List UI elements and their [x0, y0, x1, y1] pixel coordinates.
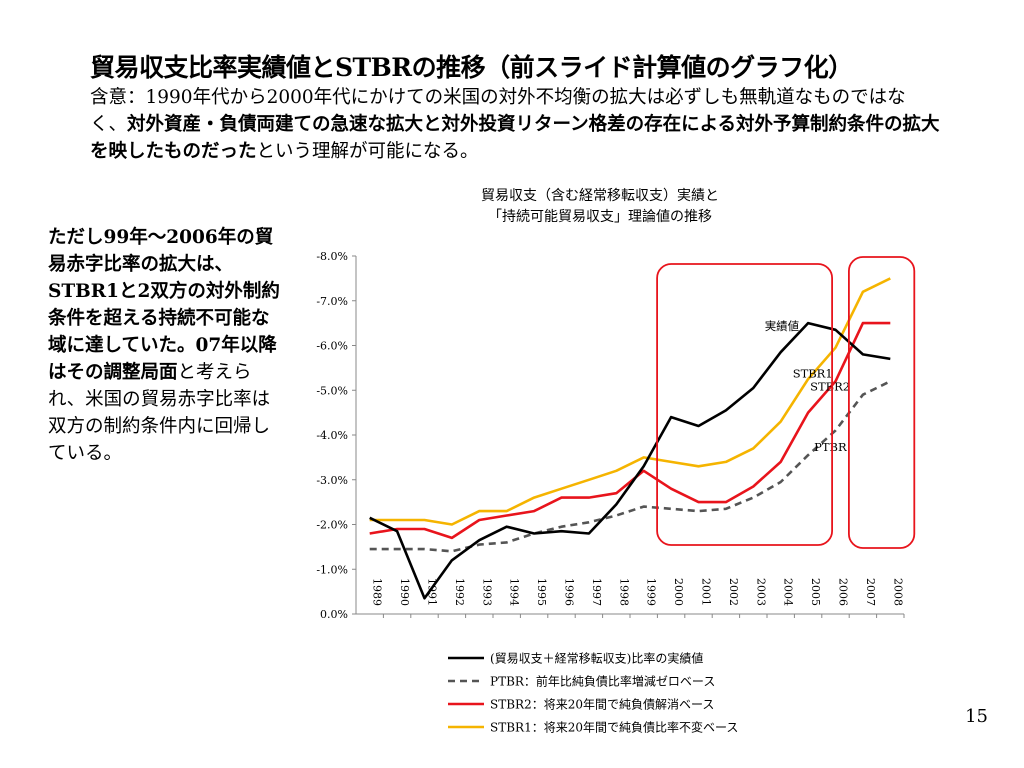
- series-label: 実績値: [765, 319, 800, 333]
- series-line-3: [369, 277, 891, 526]
- y-tick-label: 0.0%: [320, 608, 348, 621]
- x-tick-label: 2007: [864, 578, 877, 606]
- highlight-box: [656, 263, 833, 546]
- side-note-plain: と考えられ、米国の貿易赤字比率は双方の制約条件内に回帰している。: [48, 362, 271, 464]
- y-tick-label: -1.0%: [316, 563, 348, 576]
- series-line-1: [369, 380, 891, 553]
- highlight-box: [848, 256, 916, 549]
- x-tick-label: 2003: [754, 578, 767, 606]
- x-tick-label: 1990: [398, 578, 411, 606]
- x-tick-label: 1992: [453, 578, 466, 606]
- x-tick-label: 1989: [371, 578, 384, 606]
- series-label: STBR2: [810, 380, 850, 394]
- page-number: 15: [965, 706, 988, 727]
- slide-title: 貿易収支比率実績値とSTBRの推移（前スライド計算値のグラフ化）: [90, 53, 853, 82]
- legend-label: STBR1：将来20年間で純負債比率不変ベース: [490, 720, 738, 735]
- y-tick-label: -6.0%: [316, 340, 348, 353]
- legend-label: STBR2：将来20年間で純負債解消ベース: [490, 697, 714, 712]
- x-tick-label: 2002: [727, 578, 740, 606]
- y-tick-label: -7.0%: [316, 295, 348, 308]
- side-note: ただし99年～2006年の貿易赤字比率の拡大は、STBR1と2双方の対外制約条件…: [48, 224, 283, 467]
- x-tick-label: 1995: [535, 578, 548, 606]
- x-tick-label: 1998: [617, 578, 630, 606]
- x-tick-label: 2005: [809, 578, 822, 606]
- x-tick-label: 2008: [891, 578, 904, 606]
- chart-title-line1: 貿易収支（含む経常移転収支）実績と: [481, 188, 719, 204]
- intro-text-2: という理解が可能になる。: [256, 141, 479, 162]
- legend-label: (貿易収支＋経常移転収支)比率の実績値: [490, 651, 703, 666]
- x-tick-label: 2006: [837, 578, 850, 606]
- y-tick-label: -8.0%: [316, 250, 348, 263]
- side-note-bold: ただし99年～2006年の貿易赤字比率の拡大は、STBR1と2双方の対外制約条件…: [48, 227, 280, 383]
- legend-label: PTBR：前年比純負債比率増減ゼロベース: [490, 674, 715, 689]
- intro-text-bold: 対外資産・負債両建ての急速な拡大と対外投資リターン格差の存在による対外予算制約条…: [90, 114, 940, 162]
- chart-title: 貿易収支（含む経常移転収支）実績と 「持続可能貿易収支」理論値の推移: [440, 186, 760, 228]
- slide-intro: 含意：1990年代から2000年代にかけての米国の対外不均衡の拡大は必ずしも無軌…: [90, 84, 940, 165]
- series-line-0: [369, 321, 891, 600]
- chart-title-line2: 「持続可能貿易収支」理論値の推移: [488, 209, 712, 225]
- x-tick-label: 1994: [508, 578, 521, 606]
- series-line-2: [369, 321, 891, 540]
- y-tick-label: -3.0%: [316, 474, 348, 487]
- x-tick-label: 2001: [700, 578, 713, 606]
- series-label: STBR1: [793, 367, 833, 381]
- x-tick-label: 1997: [590, 578, 603, 606]
- y-tick-label: -4.0%: [316, 429, 348, 442]
- x-tick-label: 1996: [563, 578, 576, 606]
- y-tick-label: -5.0%: [316, 384, 348, 397]
- x-tick-label: 2000: [672, 578, 685, 606]
- x-tick-label: 2004: [782, 578, 795, 606]
- intro-text-1: 含意：1990年代から2000年代にかけての米国の対外不均衡の拡大は必ずしも無軌…: [90, 87, 906, 135]
- y-tick-label: -2.0%: [316, 519, 348, 532]
- series-label: PTBR: [814, 440, 847, 454]
- x-tick-label: 1999: [645, 578, 658, 606]
- x-tick-label: 1993: [480, 578, 493, 606]
